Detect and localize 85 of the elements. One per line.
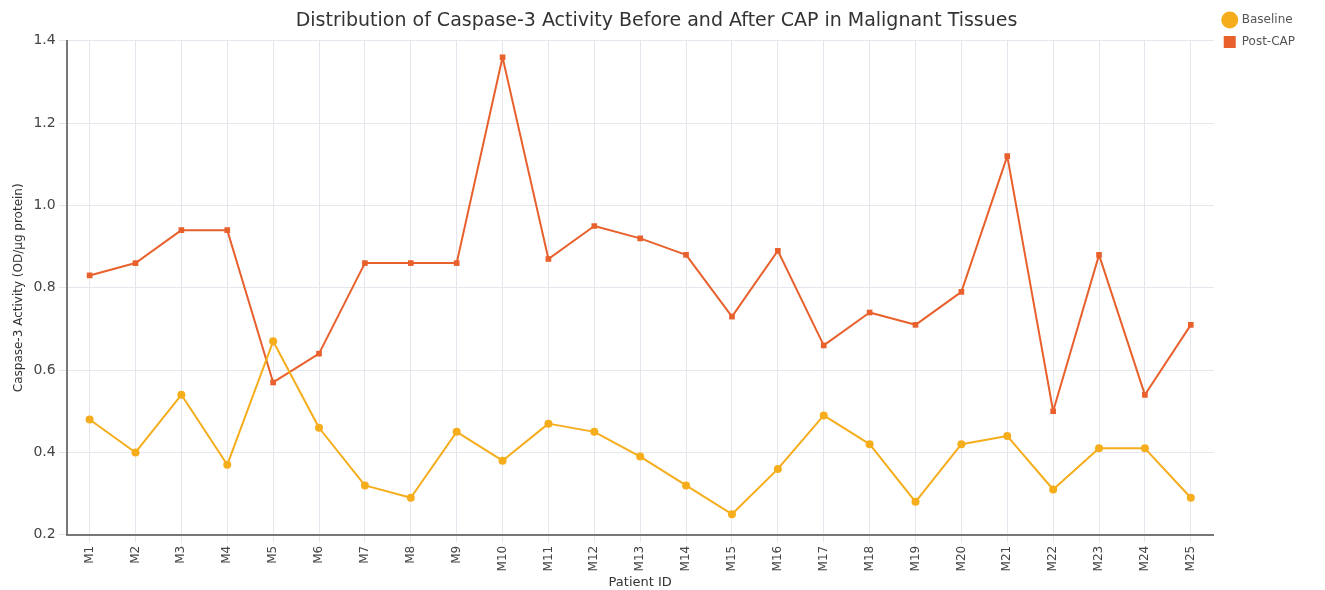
point <box>1049 485 1058 494</box>
point <box>1187 322 1194 328</box>
chart-title: Distribution of Caspase-3 Activity Before and After CAP in Malignant Tissues <box>295 8 1018 31</box>
x-tick-label: M20 <box>953 545 968 572</box>
point <box>727 510 736 519</box>
x-tick-label: M25 <box>1182 545 1197 572</box>
point <box>545 256 552 262</box>
point <box>591 223 598 229</box>
point <box>590 427 599 436</box>
point <box>683 252 689 258</box>
point <box>270 379 276 386</box>
point <box>636 452 645 461</box>
point <box>498 456 507 465</box>
x-tick-label: M9 <box>448 545 463 564</box>
point <box>499 54 506 61</box>
x-tick-label: M17 <box>815 545 830 572</box>
y-tick-label: 1.4 <box>33 31 56 48</box>
point <box>177 390 186 399</box>
x-tick-label: M12 <box>586 545 601 572</box>
x-tick-label: M1 <box>81 545 96 564</box>
point <box>224 227 231 233</box>
y-tick-label: 0.4 <box>33 443 56 460</box>
point <box>1142 391 1148 398</box>
point <box>819 411 828 420</box>
x-tick-label: M21 <box>999 545 1014 572</box>
point <box>729 313 735 320</box>
point <box>131 448 140 457</box>
x-tick-label: M7 <box>357 545 372 564</box>
legend-label: Baseline <box>1241 12 1293 27</box>
point <box>1096 252 1102 258</box>
x-tick-label: M2 <box>127 545 142 564</box>
point <box>360 481 369 490</box>
x-tick-label: M13 <box>632 545 647 572</box>
point <box>1186 493 1195 502</box>
point <box>682 481 691 490</box>
point <box>132 260 139 266</box>
x-tick-label: M19 <box>907 545 922 572</box>
y-axis-title: Caspase-3 Activity (OD/µg protein) <box>11 183 26 393</box>
point <box>1004 153 1011 159</box>
point <box>85 415 94 424</box>
x-tick-label: M11 <box>540 545 555 572</box>
x-tick-label: M8 <box>402 545 417 564</box>
point <box>912 322 919 328</box>
point <box>223 460 232 469</box>
point <box>1095 444 1104 453</box>
point <box>637 235 644 242</box>
point <box>406 493 415 502</box>
y-tick-label: 0.6 <box>33 360 56 377</box>
point <box>452 427 461 436</box>
x-tick-label: M3 <box>173 545 188 564</box>
point <box>958 289 965 295</box>
point <box>957 440 966 449</box>
point <box>1003 431 1012 440</box>
x-tick-label: M16 <box>769 545 784 572</box>
point <box>544 419 553 428</box>
y-tick-label: 0.2 <box>33 525 56 542</box>
x-tick-label: M15 <box>724 545 739 572</box>
legend-label: Post-CAP <box>1241 34 1295 49</box>
point <box>362 260 368 266</box>
y-tick-label: 1.2 <box>33 113 56 130</box>
x-tick-label: M14 <box>678 545 693 572</box>
point <box>1050 408 1056 415</box>
x-tick-label: M5 <box>265 545 280 564</box>
x-tick-label: M23 <box>1091 545 1106 572</box>
point <box>269 337 278 346</box>
point <box>911 497 920 506</box>
x-tick-label: M6 <box>311 545 326 564</box>
x-tick-label: M22 <box>1045 545 1060 572</box>
x-tick-label: M4 <box>219 545 234 564</box>
point <box>773 464 782 473</box>
y-tick-label: 0.8 <box>33 278 56 295</box>
point <box>315 423 324 432</box>
point <box>775 247 781 254</box>
x-tick-label: M18 <box>861 545 876 572</box>
y-tick-label: 1.0 <box>33 196 56 213</box>
x-tick-label: M24 <box>1137 545 1152 572</box>
x-tick-label: M10 <box>494 545 509 572</box>
point <box>316 350 322 357</box>
point <box>865 440 874 449</box>
point <box>453 260 460 266</box>
point <box>1140 444 1149 453</box>
point <box>820 342 827 349</box>
point <box>178 227 185 233</box>
x-axis-title: Patient ID <box>608 573 672 589</box>
point <box>407 260 414 266</box>
